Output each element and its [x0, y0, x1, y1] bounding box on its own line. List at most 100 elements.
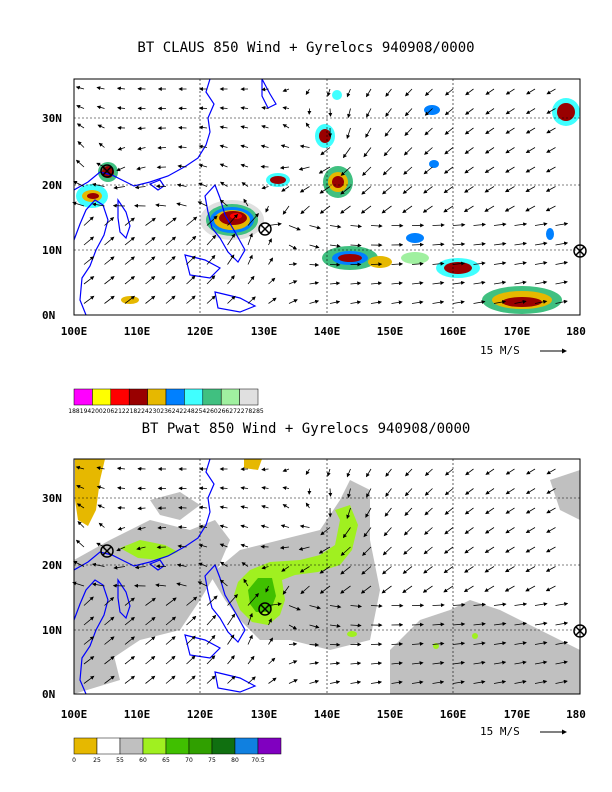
wind-arrow-icon: [391, 300, 403, 305]
wind-arrow-icon: [411, 261, 424, 266]
wind-arrow-icon: [240, 144, 249, 149]
wind-arrow-icon: [77, 521, 85, 528]
wind-arrow-icon: [473, 641, 486, 646]
wind-arrow-icon: [525, 166, 536, 173]
wind-arrow-icon: [411, 622, 424, 627]
wind-arrow-icon: [247, 612, 253, 626]
wind-arrow-icon: [505, 546, 515, 553]
wind-arrow-icon: [329, 281, 341, 286]
wind-arrow-icon: [444, 507, 454, 515]
wind-arrow-icon: [261, 105, 269, 110]
wind-arrow-icon: [424, 507, 433, 516]
wind-arrow-icon: [117, 106, 126, 111]
wind-arrow-icon: [402, 205, 413, 214]
wind-arrow-icon: [227, 254, 235, 265]
wind-arrow-icon: [96, 105, 105, 110]
wind-arrow-icon: [91, 582, 105, 587]
tick-label: 30N: [42, 112, 62, 125]
wind-arrow-icon: [116, 86, 126, 91]
wind-arrow-icon: [391, 262, 404, 267]
wind-arrow-icon: [423, 166, 433, 175]
wind-arrow-icon: [177, 145, 187, 150]
wind-arrow-icon: [384, 127, 392, 137]
wind-arrow-icon: [219, 579, 228, 587]
wind-arrow-icon: [360, 585, 372, 594]
wind-arrow-icon: [493, 641, 507, 646]
wind-arrow-icon: [534, 660, 548, 665]
wind-arrow-icon: [464, 507, 474, 515]
top-panel-title: BT CLAUS 850 Wind + Gyrelocs 940908/0000: [137, 40, 475, 56]
wind-arrow-icon: [145, 275, 156, 285]
wind-arrow-icon: [534, 641, 548, 645]
wind-arrow-icon: [155, 203, 167, 208]
wind-arrow-icon: [240, 125, 249, 130]
colorbar-swatch: [239, 388, 259, 406]
colorbar-label: 248: [183, 408, 195, 415]
wind-arrow-icon: [282, 106, 290, 110]
wind-arrow-icon: [534, 621, 548, 626]
wind-arrow-icon: [260, 524, 269, 529]
wind-arrow-icon: [546, 546, 556, 553]
wind-arrow-icon: [247, 634, 253, 645]
wind-arrow-icon: [309, 244, 320, 249]
wind-arrow-icon: [176, 563, 187, 568]
wind-arrow-icon: [104, 256, 115, 265]
colorbar-swatch: [96, 737, 121, 755]
wind-arrow-icon: [145, 675, 156, 684]
wind-arrow-icon: [534, 261, 548, 265]
wind-arrow-icon: [83, 216, 94, 226]
wind-arrow-icon: [72, 201, 85, 207]
wind-arrow-icon: [493, 261, 507, 266]
wind-arrow-icon: [116, 166, 126, 172]
wind-arrow-icon: [104, 216, 115, 226]
wind-arrow-icon: [432, 261, 445, 266]
wind-arrow-icon: [493, 680, 507, 684]
wind-arrow-icon: [247, 275, 255, 285]
tick-label: 140E: [314, 708, 341, 721]
colorbar-label: 70: [185, 757, 193, 764]
wind-arrow-icon: [546, 527, 556, 533]
colorbar-label: 194: [80, 408, 92, 415]
wind-arrow-icon: [136, 546, 146, 551]
bottom-reference-vector-label: 15 M/S: [480, 725, 520, 738]
wind-arrow-icon: [268, 238, 272, 246]
wind-arrow-icon: [265, 205, 270, 213]
wind-arrow-icon: [281, 566, 290, 572]
wind-arrow-icon: [342, 147, 351, 159]
top-colorbar: 188 194 200 206 212 218 224 230 236 242 248 254 260 2…: [68, 388, 264, 415]
colorbar-swatch: [73, 737, 98, 755]
bottom-gyre-markers: [100, 544, 587, 638]
wind-arrow-icon: [514, 679, 527, 684]
colorbar-label: 65: [162, 757, 170, 764]
wind-arrow-icon: [452, 280, 465, 285]
tick-label: 170E: [504, 325, 531, 338]
wind-arrow-icon: [514, 299, 527, 304]
colorbar-swatch: [119, 737, 144, 755]
wind-arrow-icon: [534, 602, 548, 607]
wind-arrow-icon: [432, 680, 445, 685]
colorbar-swatch: [211, 737, 236, 755]
colorbar-swatch: [202, 388, 222, 406]
wind-arrow-icon: [555, 621, 569, 626]
wind-arrow-icon: [504, 585, 515, 592]
wind-arrow-icon: [555, 280, 568, 285]
wind-arrow-icon: [227, 275, 235, 285]
wind-arrow-icon: [117, 146, 126, 151]
wind-arrow-icon: [288, 624, 298, 630]
wind-arrow-icon: [198, 182, 208, 187]
wind-arrow-icon: [366, 88, 372, 98]
wind-arrow-icon: [432, 242, 445, 247]
wind-arrow-icon: [261, 485, 269, 490]
wind-arrow-icon: [473, 660, 486, 665]
wind-arrow-icon: [473, 261, 486, 266]
wind-arrow-icon: [423, 566, 433, 574]
wind-arrow-icon: [104, 236, 115, 246]
wind-arrow-icon: [546, 127, 556, 134]
wind-arrow-icon: [247, 296, 256, 304]
wind-arrow-icon: [186, 255, 196, 265]
wind-arrow-icon: [261, 185, 269, 190]
colorbar-swatch: [220, 388, 240, 406]
wind-arrow-icon: [382, 166, 392, 176]
wind-arrow-icon: [445, 88, 454, 96]
wind-arrow-icon: [268, 257, 274, 265]
